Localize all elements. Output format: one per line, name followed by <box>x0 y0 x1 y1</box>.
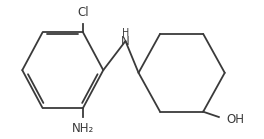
Text: OH: OH <box>227 113 245 126</box>
Text: NH₂: NH₂ <box>72 122 94 136</box>
Text: H: H <box>122 28 129 38</box>
Text: Cl: Cl <box>77 6 89 19</box>
Text: N: N <box>121 35 130 48</box>
